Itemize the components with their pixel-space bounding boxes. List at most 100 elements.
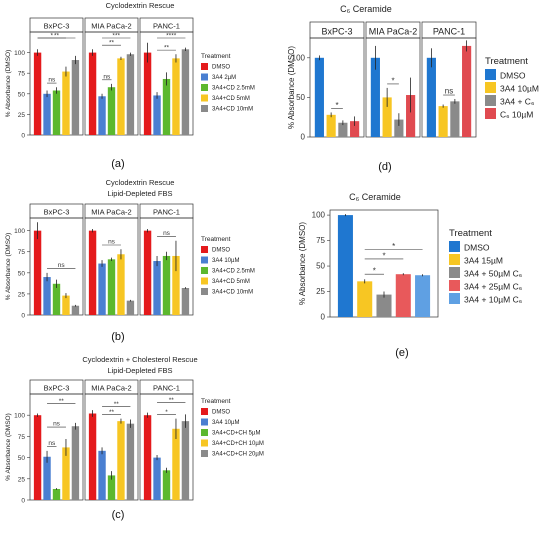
legend: Treatment DMSO 3A4 10µM 3A4 + C₆ C₆ 10µM (485, 56, 539, 120)
facet-strip-label: BxPC-3 (44, 384, 70, 393)
significance-label: ns (58, 262, 66, 269)
legend-swatch (201, 63, 208, 70)
legend-label: 3A4 + C₆ (500, 97, 534, 107)
legend-title: Treatment (449, 228, 492, 239)
bar (98, 263, 106, 315)
legend-swatch (201, 288, 208, 295)
bar (117, 254, 125, 315)
bar (143, 415, 152, 500)
significance-label: ns (48, 440, 56, 447)
bar (462, 45, 472, 137)
facet-panc-1: PANC-1 ns (139, 203, 194, 316)
bar (52, 90, 61, 135)
legend-swatch (449, 254, 460, 265)
facet-bxpc-3: BxPC-3 * (309, 21, 365, 138)
legend-swatch (201, 429, 208, 436)
bar (438, 106, 448, 137)
legend-swatch (201, 94, 208, 102)
significance-label: * (51, 33, 54, 40)
facet-strip-label: PANC-1 (433, 27, 465, 37)
significance-label: ** (164, 45, 170, 52)
bar (71, 60, 80, 135)
legend-label: 3A4 + 10µM C₆ (464, 295, 522, 305)
bar (162, 255, 171, 315)
bar (71, 426, 80, 500)
legend-label: 3A4+CD 10mM (212, 290, 253, 296)
legend-label: 3A4 15µM (464, 256, 503, 266)
significance-label: *** (112, 33, 120, 40)
y-axis-label: % Absorbance (DMSO) (287, 46, 296, 129)
legend-swatch (201, 408, 208, 415)
legend-label: 3A4+CD+CH 20µM (212, 452, 264, 458)
facet-single: * * * (329, 209, 439, 318)
bar (88, 52, 97, 135)
legend-label: DMSO (212, 248, 230, 254)
facet-mia-paca-2: MIA PaCa-2 **** (84, 379, 139, 501)
bar (33, 415, 42, 500)
significance-label: ns (108, 238, 116, 245)
facet-strip-label: PANC-1 (153, 22, 180, 31)
panel-label: (e) (395, 347, 408, 359)
legend-swatch (485, 108, 496, 119)
bar (162, 78, 171, 135)
legend-swatch (201, 418, 208, 426)
bar (172, 58, 180, 136)
legend-label: DMSO (212, 410, 230, 416)
y-tick-label: 50 (18, 91, 26, 98)
bar (314, 57, 324, 137)
chart-title: Cyclodextrin Rescue (106, 178, 175, 187)
legend-title: Treatment (485, 56, 528, 67)
bar (126, 54, 135, 135)
bar (52, 488, 61, 500)
legend-label: 3A4 10µM (212, 258, 239, 264)
bar (71, 305, 80, 315)
legend-label: C₆ 10µM (500, 110, 533, 120)
significance-label: ns (163, 230, 171, 237)
bar (107, 87, 116, 135)
bar (107, 259, 116, 315)
y-tick-label: 50 (316, 262, 325, 271)
legend-swatch (201, 450, 208, 457)
chart-e: C₆ Ceramide % Absorbance (DMSO) 0 25 50 75 100… (298, 192, 522, 359)
facet-panel-border (309, 37, 365, 138)
significance-label: ** (109, 409, 115, 416)
legend-label: 3A4+CD+CH 5µM (212, 431, 260, 437)
y-tick-label: 50 (296, 93, 305, 102)
bar (33, 52, 42, 135)
y-tick-label: 100 (14, 50, 25, 57)
significance-label: ** (54, 33, 60, 40)
bar (172, 255, 180, 315)
facet-strip-label: BxPC-3 (321, 27, 352, 37)
legend: Treatment DMSO 3A4 15µM 3A4 + 50µM C₆ 3A4 + … (449, 228, 522, 305)
bar (98, 450, 106, 500)
bar (395, 274, 411, 317)
bar (153, 261, 161, 315)
y-tick-label: 50 (18, 455, 26, 462)
facet-mia-paca-2: MIA PaCa-2 ns ***** (84, 17, 139, 136)
significance-label: ** (169, 397, 175, 404)
legend-label: 3A4 10µM (500, 84, 539, 94)
y-tick-label: 0 (21, 133, 25, 140)
bar (450, 101, 460, 137)
significance-label: * (382, 251, 385, 260)
legend-swatch (201, 84, 208, 91)
legend-label: 3A4 + 25µM C₆ (464, 282, 522, 292)
bar (153, 457, 161, 500)
y-tick-label: 25 (316, 287, 325, 296)
legend-label: 3A4+CD 2.5mM (212, 86, 255, 92)
chart-subtitle: Lipid-Depleted FBS (107, 189, 172, 198)
y-axis-label: % Absorbance (DMSO) (5, 413, 12, 481)
legend-swatch (485, 69, 496, 80)
y-axis-label: % Absorbance (DMSO) (5, 233, 12, 301)
significance-label: ns (103, 73, 111, 80)
y-tick-label: 25 (18, 112, 26, 119)
significance-label: ns (445, 87, 453, 96)
bar (162, 470, 171, 500)
bar (394, 119, 404, 137)
bar (143, 230, 152, 315)
bar (181, 421, 190, 500)
legend-swatch (201, 256, 208, 264)
facet-panel-border (421, 37, 477, 138)
facet-mia-paca-2: MIA PaCa-2 * (365, 21, 421, 138)
legend-swatch (449, 293, 460, 304)
